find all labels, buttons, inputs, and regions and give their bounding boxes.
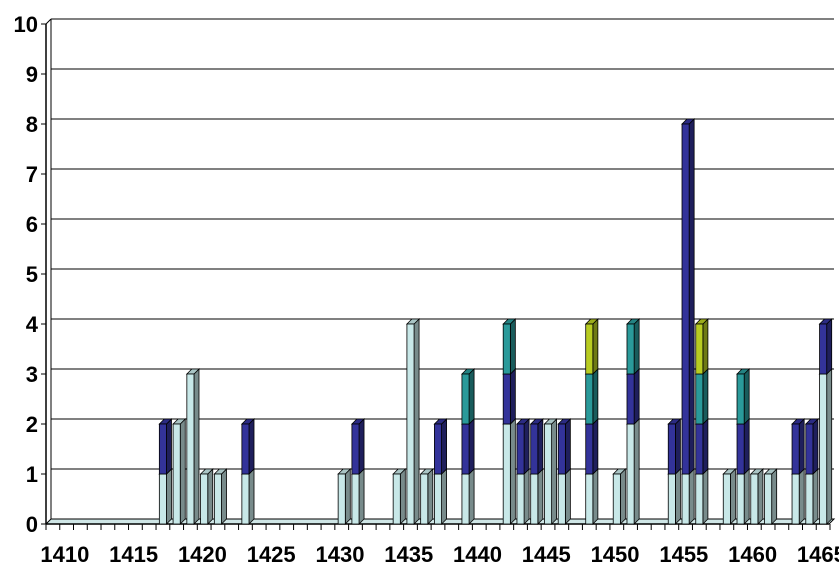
bar-segment	[749, 468, 764, 525]
bar-segment	[818, 318, 833, 375]
bar-segment	[158, 418, 173, 475]
bar-segment	[791, 418, 806, 475]
bar-segment	[626, 418, 641, 525]
bar-segment	[433, 418, 448, 475]
x-tick-label: 1420	[178, 542, 227, 567]
y-tick-label: 5	[26, 262, 38, 287]
x-tick-label: 1455	[659, 542, 708, 567]
x-tick-label: 1410	[40, 542, 89, 567]
bar-segment	[350, 468, 366, 525]
bar-segment	[502, 368, 517, 425]
y-tick-label: 10	[14, 12, 38, 37]
bars	[158, 118, 833, 525]
bar-segment	[763, 468, 778, 525]
bar-segment	[460, 418, 476, 475]
bar-segment	[502, 318, 517, 375]
y-tick-label: 6	[26, 212, 38, 237]
y-tick-label: 8	[26, 112, 38, 137]
bar-segment	[543, 418, 558, 525]
bar-segment	[612, 468, 627, 525]
bar-segment	[515, 418, 531, 475]
bar-segment	[557, 468, 572, 525]
bar-segment	[584, 318, 599, 375]
bar-segment	[667, 468, 682, 525]
bar-segment	[350, 418, 366, 475]
bar-segment	[694, 468, 709, 525]
y-tick-label: 3	[26, 362, 38, 387]
bar-segment	[694, 418, 709, 475]
bar-segment	[736, 468, 751, 525]
bar-segment	[804, 418, 819, 475]
x-tick-label: 1460	[728, 542, 777, 567]
x-tick-label: 1430	[315, 542, 364, 567]
bar-segment	[584, 418, 599, 475]
bar-segment	[158, 468, 173, 525]
bar-segment	[337, 468, 352, 525]
bar-segment	[185, 368, 200, 525]
bar-segment	[172, 418, 187, 525]
bar-segment	[392, 468, 407, 525]
bar-segment	[736, 368, 751, 425]
x-tick-label: 1415	[109, 542, 158, 567]
x-tick-label: 1465	[797, 542, 839, 567]
y-tick-label: 4	[26, 312, 39, 337]
bar-segment	[460, 368, 476, 425]
y-tick-label: 1	[26, 462, 38, 487]
bar-segment	[584, 368, 599, 425]
y-tick-label: 7	[26, 162, 38, 187]
bar-segment	[681, 468, 696, 525]
x-tick-labels: 1410 1415 1420 1425 1430 1435 1440 1445 1450 1455…	[40, 542, 839, 567]
bar-segment	[736, 418, 751, 475]
bar-segment	[804, 468, 819, 525]
x-tick-label: 1435	[384, 542, 433, 567]
bar-segment	[791, 468, 806, 525]
bar-segment	[460, 468, 476, 525]
bar-segment	[515, 468, 531, 525]
bar-segment	[694, 368, 709, 425]
x-tick-label: 1425	[247, 542, 296, 567]
bar-segment	[626, 318, 641, 375]
x-tick-label: 1450	[591, 542, 640, 567]
bar-segment	[626, 368, 641, 425]
x-tick-label: 1445	[522, 542, 571, 567]
bar-segment	[419, 468, 434, 525]
x-tick-label: 1440	[453, 542, 502, 567]
y-tick-labels: 0 1 2 3 4 5 6 7 8 9 10	[14, 12, 39, 537]
bar-segment	[694, 318, 709, 375]
bar-segment	[502, 418, 517, 525]
bar-segment	[433, 468, 448, 525]
bar-segment	[240, 468, 255, 525]
bar-segment	[667, 418, 682, 475]
bar-segment	[199, 468, 214, 525]
bar-segment	[681, 118, 696, 475]
bar-segment	[722, 468, 737, 525]
bar-segment	[557, 418, 572, 475]
bar-segment	[529, 418, 544, 475]
bar-segment	[584, 468, 599, 525]
y-tick-label: 9	[26, 62, 38, 87]
bar-segment	[213, 468, 228, 525]
bar-segment	[240, 418, 255, 475]
wall-corner	[45, 18, 52, 25]
y-tick-label: 0	[26, 512, 38, 537]
bar-segment	[529, 468, 544, 525]
y-tick-label: 2	[26, 412, 38, 437]
bar-segment	[818, 368, 833, 525]
bar-segment	[405, 318, 421, 525]
